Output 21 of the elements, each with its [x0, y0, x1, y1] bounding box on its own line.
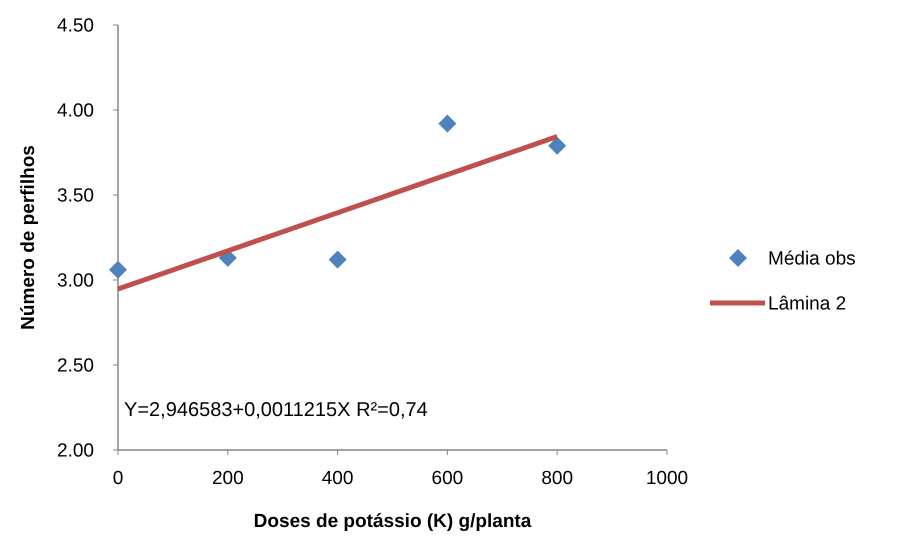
x-tick-label: 200	[212, 468, 244, 489]
legend-label: Lâmina 2	[768, 294, 846, 315]
x-tick-label: 1000	[646, 468, 688, 489]
legend-label: Média obs	[768, 248, 856, 270]
point	[548, 136, 566, 155]
point	[438, 114, 456, 133]
x-axis-title: Doses de potássio (K) g/planta	[254, 511, 532, 532]
y-tick-label: 3.50	[57, 186, 94, 207]
annotation: Y=2,946583+0,0011215X R²=0,74	[124, 399, 428, 421]
y-tick-label: 3.00	[57, 270, 94, 292]
y-tick-label: 4.50	[57, 16, 94, 37]
x-tick-label: 0	[112, 468, 124, 489]
point	[109, 260, 127, 279]
y-tick-label: 2.50	[57, 356, 94, 377]
y-tick-label: 4.00	[57, 100, 94, 122]
x-tick-label: 400	[322, 468, 354, 489]
x-tick-label: 600	[432, 468, 464, 489]
y-tick-label: 2.00	[57, 440, 94, 462]
point	[328, 250, 347, 269]
y-axis-title: Número de perfilhos	[18, 145, 39, 330]
x-tick-label: 800	[541, 468, 574, 489]
